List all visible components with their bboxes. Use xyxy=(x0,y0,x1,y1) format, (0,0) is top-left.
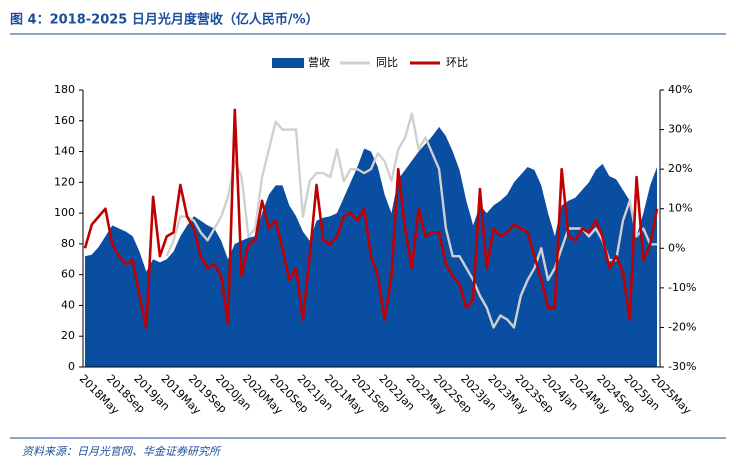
y-tick-label: 120 xyxy=(54,175,75,188)
legend-swatch xyxy=(272,58,304,68)
y-tick-label: 0 xyxy=(68,360,75,373)
y-tick-label: 40 xyxy=(61,298,75,311)
y-tick-label: 60 xyxy=(61,268,75,281)
y-tick-label: 80 xyxy=(61,237,75,250)
y2-tick-label: 40% xyxy=(668,83,692,96)
line-series xyxy=(83,108,659,329)
y2-tick-label: -10% xyxy=(668,281,696,294)
legend-label: 环比 xyxy=(446,56,468,69)
source-note: 资料来源：日月光官网、华金证券研究所 xyxy=(22,445,222,458)
y2-tick-label: 0% xyxy=(668,241,685,254)
y-tick-label: 160 xyxy=(54,114,75,127)
y2-tick-label: 30% xyxy=(668,123,692,136)
line-series xyxy=(165,112,657,329)
legend-label: 同比 xyxy=(376,56,398,69)
y2-tick-label: 10% xyxy=(668,202,692,215)
chart-title: 图 4：2018-2025 日月光月度营收（亿人民币/%） xyxy=(10,12,319,28)
y2-tick-label: 20% xyxy=(668,162,692,175)
y-tick-label: 180 xyxy=(54,83,75,96)
y-tick-label: 20 xyxy=(61,329,75,342)
y-tick-label: 140 xyxy=(54,145,75,158)
legend-label: 营收 xyxy=(308,55,330,69)
y2-tick-label: -20% xyxy=(668,320,696,333)
y2-tick-label: -30% xyxy=(668,360,696,373)
y-tick-label: 100 xyxy=(54,206,75,219)
